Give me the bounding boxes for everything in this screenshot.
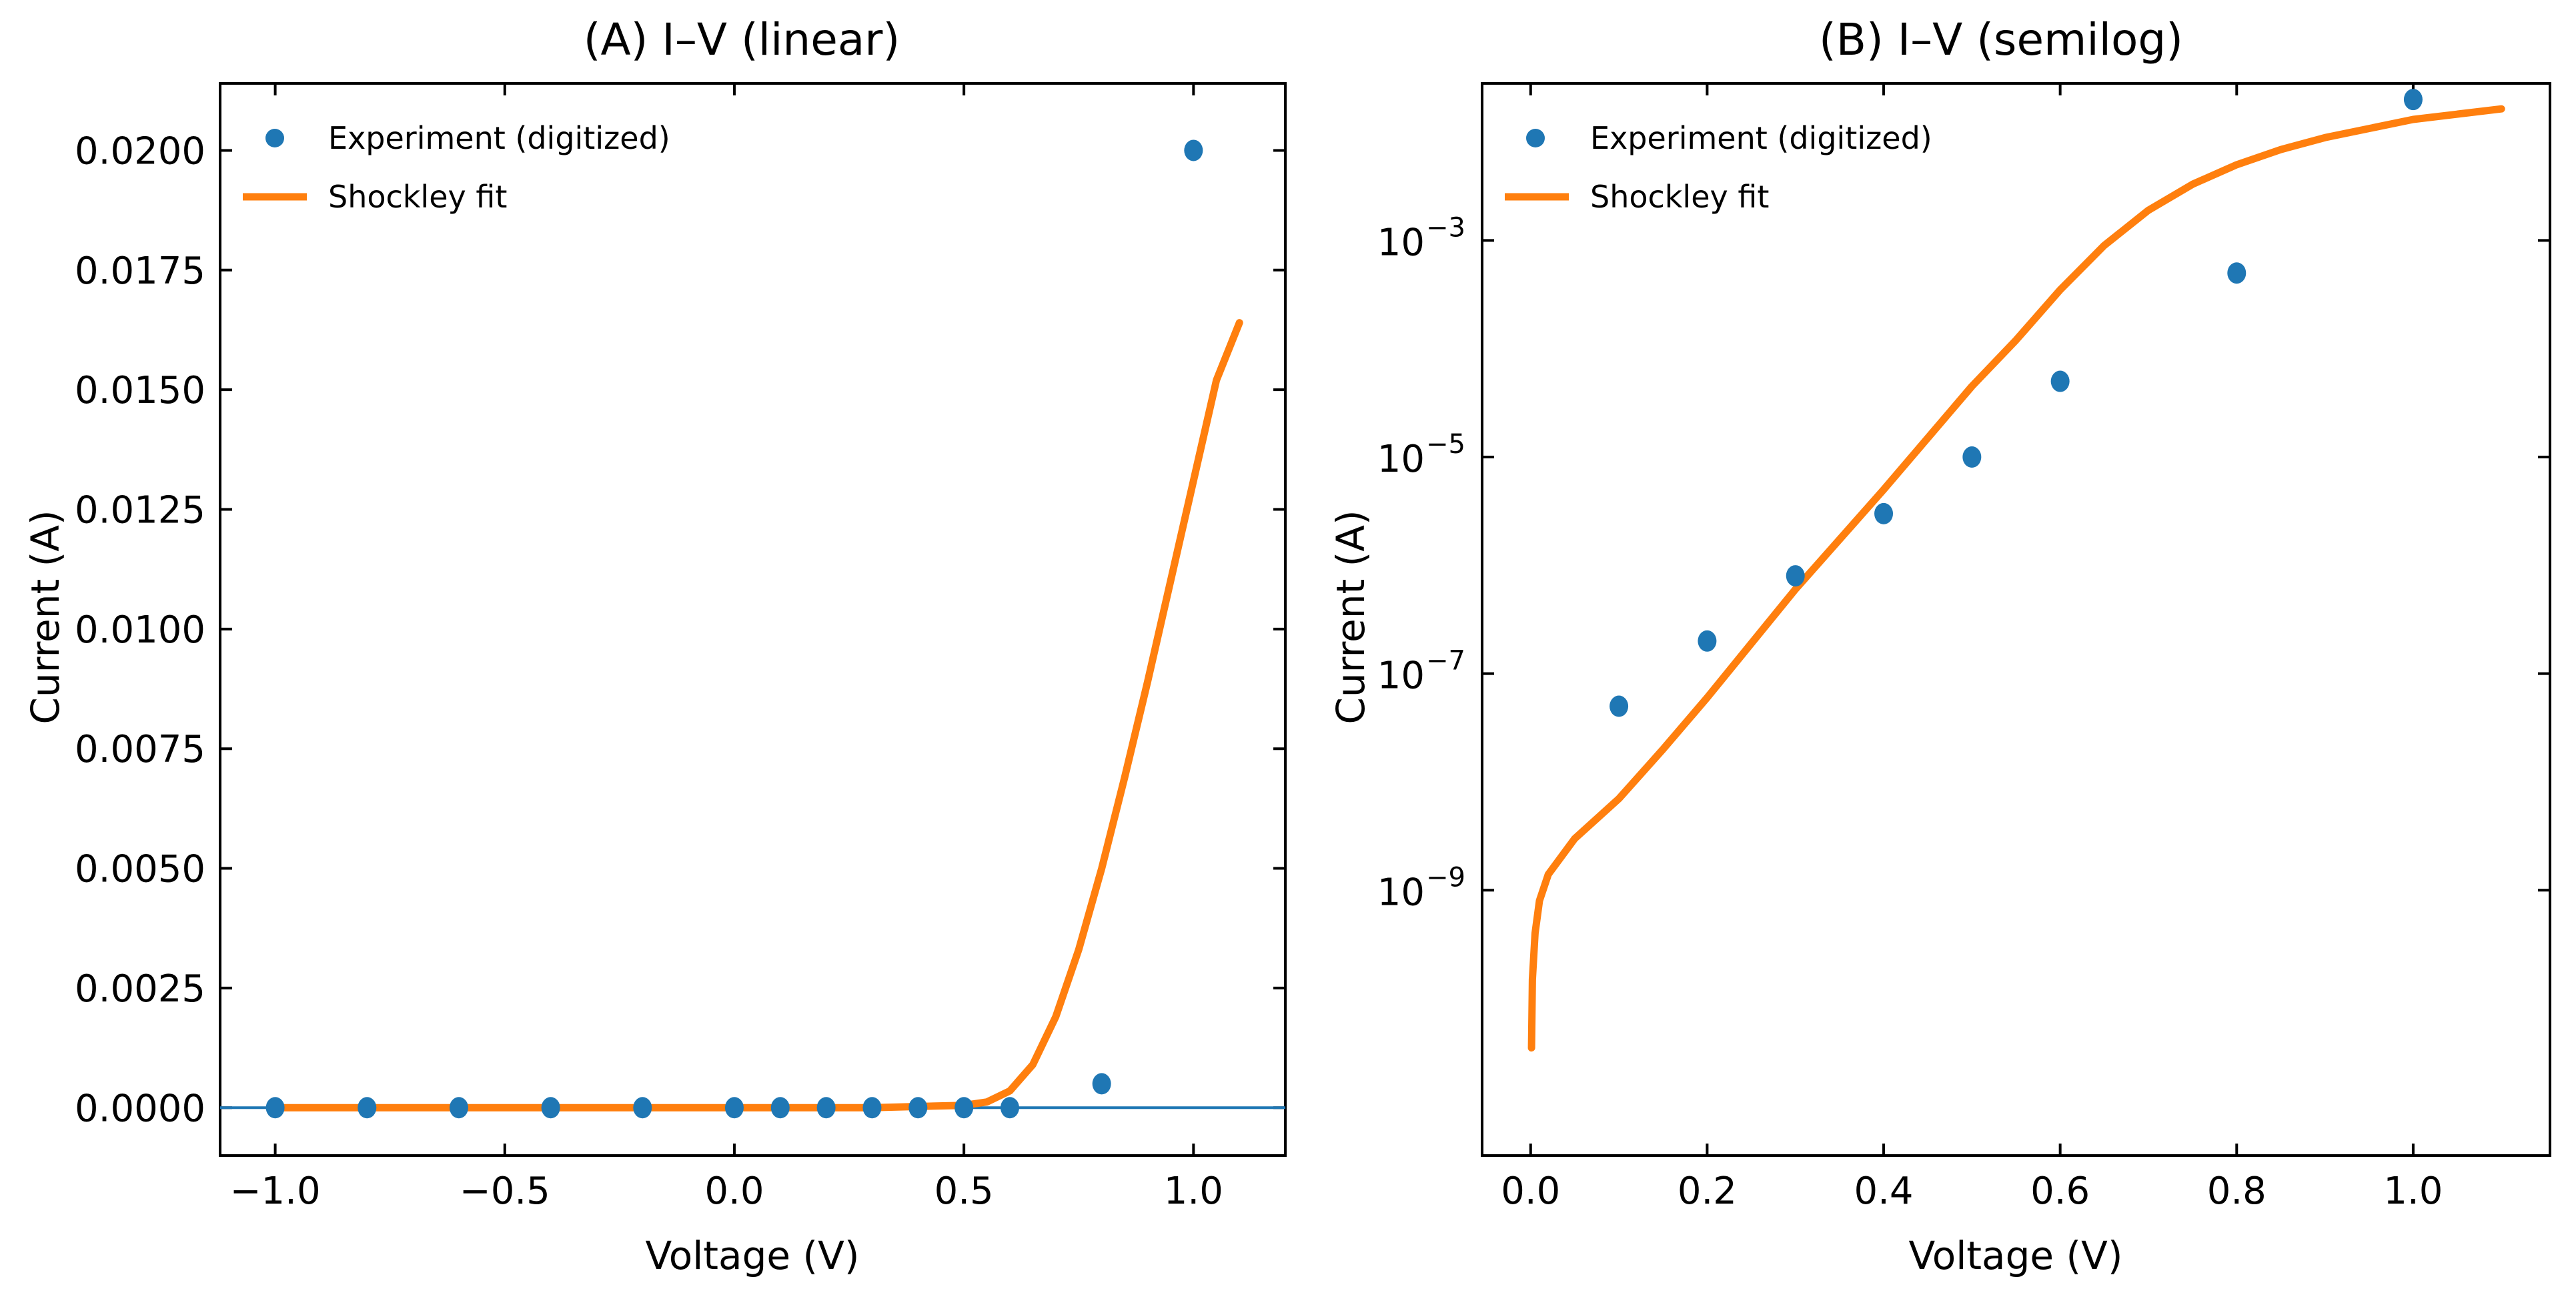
panel-a-points-layer [265, 139, 1203, 1119]
y-tick-label: 0.0075 [75, 728, 205, 771]
data-point [908, 1097, 928, 1119]
data-point [1962, 446, 1982, 468]
y-tick-label: 10 [1377, 221, 1425, 264]
panel-b-frame [1481, 82, 2551, 1157]
legend-a-label-1: Experiment (digitized) [328, 120, 670, 156]
panel-b-axes: 0.0 0.2 0.4 0.6 0.8 1.010−910−710−510−3 [1377, 83, 2550, 1213]
shockley-fit-line [1527, 105, 2505, 1052]
data-point [2403, 89, 2423, 111]
data-point [1786, 565, 1805, 587]
x-tick-label: −0.5 [460, 1170, 550, 1213]
panel-a-title: (A) I–V (linear) [584, 14, 900, 65]
panel-a-ylabel: Current (A) [23, 510, 68, 724]
data-point [1874, 502, 1894, 524]
data-point [1609, 695, 1629, 717]
data-point [954, 1097, 974, 1119]
shockley-fit-line [271, 319, 1243, 1112]
legend-a-marker [265, 129, 284, 147]
y-tick-label: 0.0200 [75, 129, 205, 173]
y-tick-label: 0.0025 [75, 967, 205, 1011]
x-tick-label: 0.8 [2207, 1170, 2267, 1213]
x-tick-label: 0.6 [2030, 1170, 2090, 1213]
y-tick-label: 10 [1377, 871, 1425, 914]
legend-b-label-1: Experiment (digitized) [1590, 120, 1932, 156]
data-point [633, 1097, 652, 1119]
legend-b-marker [1526, 129, 1545, 147]
y-tick-label: 0.0050 [75, 848, 205, 891]
data-point [816, 1097, 836, 1119]
legend-b-label-2: Shockley fit [1590, 179, 1769, 215]
panel-b-ylabel: Current (A) [1328, 510, 1373, 724]
data-point [449, 1097, 468, 1119]
x-tick-label: 0.0 [1501, 1170, 1560, 1213]
panel-a-xlabel: Voltage (V) [646, 1233, 860, 1278]
y-tick-exponent: −3 [1426, 212, 1465, 243]
x-tick-label: 0.5 [934, 1170, 994, 1213]
y-tick-exponent: −5 [1426, 429, 1465, 460]
y-tick-label: 0.0100 [75, 608, 205, 652]
panel-b-points-layer [1609, 89, 2423, 717]
panel-semilog: (B) I–V (semilog) 0.0 0.2 0.4 0.6 0.8 1.010 −9… [1328, 14, 2551, 1278]
panel-b-title: (B) I–V (semilog) [1819, 14, 2183, 65]
panel-a-axes: −1.0 −0.5 0.0 0.5 1.0 0.0000 0.0025 0.0050 0.007… [75, 83, 1285, 1213]
data-point [2050, 370, 2070, 392]
panel-b-xlabel: Voltage (V) [1909, 1233, 2123, 1278]
x-tick-label: 1.0 [1164, 1170, 1223, 1213]
y-tick-label: 0.0125 [75, 488, 205, 532]
data-point [770, 1097, 790, 1119]
panel-b-legend: Experiment (digitized) Shockley fit [1505, 120, 1932, 215]
x-tick-label: 0.2 [1678, 1170, 1737, 1213]
data-point [1184, 139, 1203, 161]
panel-a-legend: Experiment (digitized) Shockley fit [243, 120, 670, 215]
data-point [1698, 630, 1717, 652]
y-tick-label: 0.0175 [75, 250, 205, 293]
data-point [724, 1097, 744, 1119]
y-tick-exponent: −9 [1426, 862, 1465, 893]
x-tick-label: 1.0 [2383, 1170, 2443, 1213]
data-point [1000, 1097, 1019, 1119]
y-tick-label: 0.0000 [75, 1087, 205, 1130]
panel-a-frame [219, 82, 1287, 1157]
y-tick-exponent: −7 [1426, 646, 1465, 677]
x-tick-label: 0.4 [1854, 1170, 1913, 1213]
x-tick-label: −1.0 [230, 1170, 321, 1213]
data-point [1092, 1073, 1111, 1095]
data-point [541, 1097, 560, 1119]
legend-a-label-2: Shockley fit [328, 179, 507, 215]
y-tick-label: 0.0150 [75, 369, 205, 412]
data-point [265, 1097, 285, 1119]
x-tick-label: 0.0 [704, 1170, 764, 1213]
data-point [2227, 262, 2246, 284]
panel-b-fit-line-layer [1527, 105, 2505, 1052]
panel-a-fit-line-layer [271, 319, 1243, 1112]
y-tick-label: 10 [1377, 438, 1425, 481]
data-point [862, 1097, 882, 1119]
panel-linear: (A) I–V (linear) −1.0 −0.5 0.0 0.5 1.0 0.0000… [23, 14, 1287, 1278]
y-tick-label: 10 [1377, 655, 1425, 698]
data-point [358, 1097, 377, 1119]
